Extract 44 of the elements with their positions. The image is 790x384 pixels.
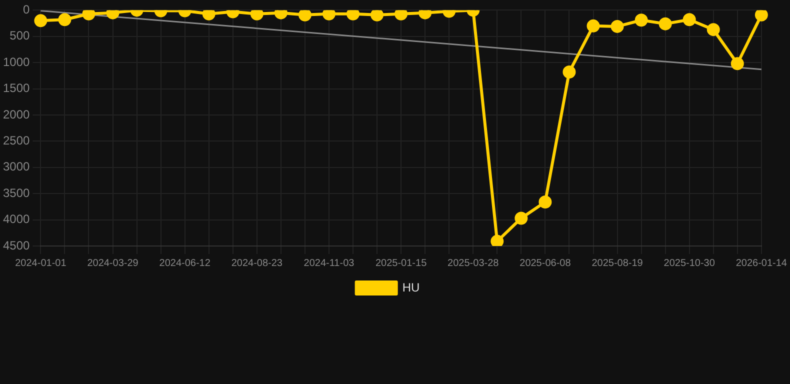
x-tick-label: 2026-01-14: [736, 258, 788, 269]
x-tick-label: 2025-06-08: [520, 258, 572, 269]
y-tick-label: 0: [23, 2, 30, 17]
x-tick-label: 2024-06-12: [159, 258, 211, 269]
x-tick-label: 2025-03-28: [448, 258, 500, 269]
point: [730, 57, 744, 70]
point: [322, 10, 336, 20]
point: [754, 10, 768, 22]
point: [394, 10, 408, 20]
point: [250, 10, 264, 20]
y-tick-label: 2000: [2, 107, 30, 122]
point: [346, 10, 360, 20]
x-tick-label: 2024-01-01: [15, 258, 67, 269]
point: [82, 10, 96, 20]
x-tick-label: 2024-03-29: [87, 258, 139, 269]
y-tick-label: 4000: [2, 212, 30, 226]
point: [538, 195, 552, 208]
point: [298, 10, 312, 22]
point: [490, 234, 504, 246]
point: [658, 17, 672, 30]
y-tick-label: 500: [10, 28, 30, 43]
y-tick-label: 1500: [2, 81, 30, 96]
y-tick-label: 3500: [2, 186, 30, 200]
point: [34, 14, 48, 28]
point: [610, 20, 624, 33]
x-tick-label: 2024-11-03: [304, 258, 355, 269]
point: [634, 14, 648, 27]
x-tick-label: 2025-10-30: [664, 258, 716, 269]
point: [562, 66, 576, 79]
y-tick-label: 2500: [2, 134, 30, 148]
point: [202, 10, 216, 20]
y-tick-label: 4500: [2, 238, 30, 252]
x-tick-label: 2025-08-19: [592, 258, 644, 269]
point: [586, 19, 600, 32]
point: [370, 10, 384, 22]
legend-label: HU: [402, 280, 420, 294]
y-tick-label: 3000: [2, 160, 30, 174]
point: [682, 13, 696, 26]
y-tick-label: 1000: [2, 54, 30, 69]
point: [514, 212, 528, 225]
point: [58, 13, 72, 26]
x-tick-label: 2025-01-15: [375, 258, 428, 269]
point: [706, 23, 720, 36]
x-tick-label: 2024-08-23: [231, 258, 283, 269]
